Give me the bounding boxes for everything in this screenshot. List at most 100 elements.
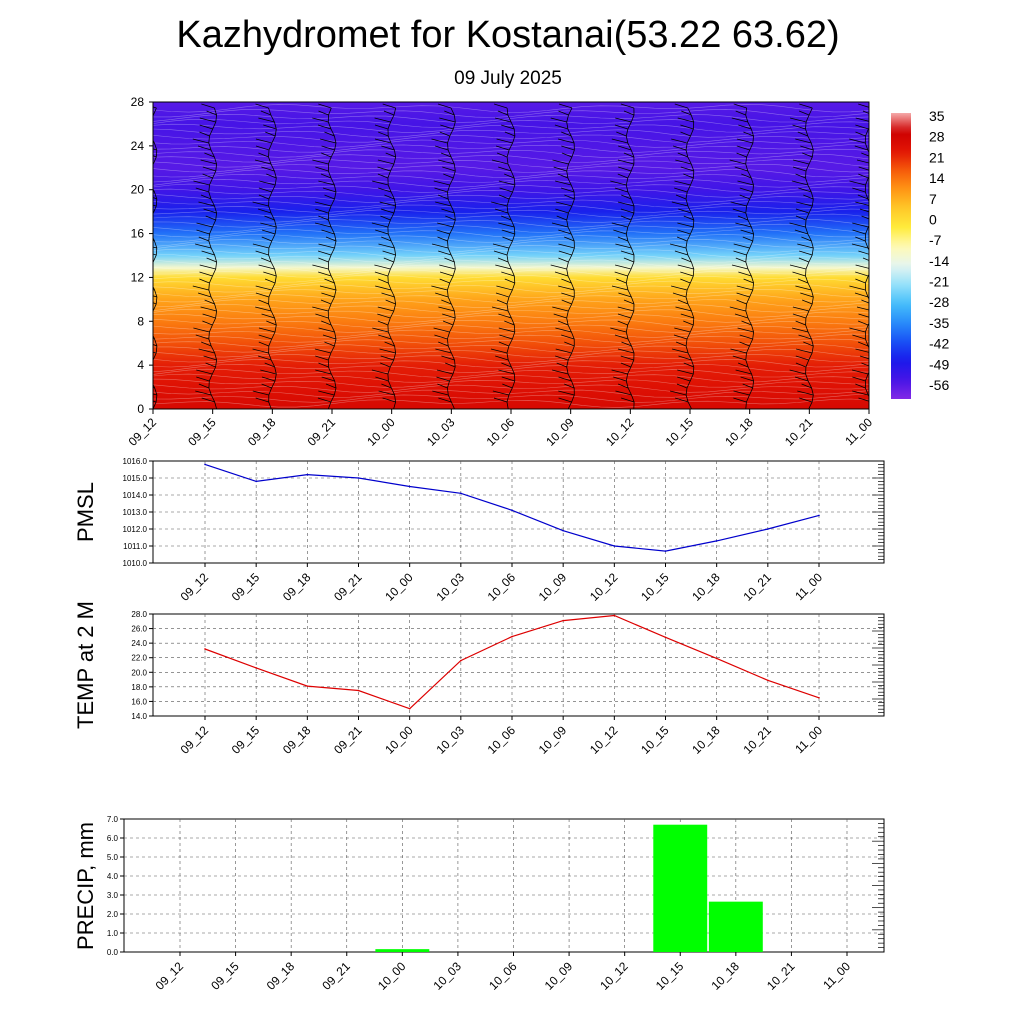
x-tick-label: 10_09 (542, 959, 576, 993)
chart-subtitle: 09 July 2025 (454, 68, 562, 89)
pmsl-point (511, 509, 513, 512)
pmsl-point (408, 485, 411, 488)
pmsl-point (818, 514, 820, 517)
x-tick-label: 10_00 (364, 415, 398, 449)
x-tick-label: 10_18 (689, 723, 723, 757)
x-tick-label: 10_03 (433, 570, 467, 604)
temp-point (613, 614, 616, 617)
y-tick-label: 1010.0 (123, 559, 148, 568)
y-tick-label: 28 (131, 95, 145, 109)
wind-barb-flags (669, 103, 694, 403)
x-tick-label: 10_06 (484, 415, 518, 449)
temp-point (562, 619, 564, 622)
pmsl-point (613, 545, 616, 547)
y-axis-label: TEMP at 2 M (73, 601, 98, 729)
temp-frame (152, 613, 885, 717)
colorbar-label: 7 (929, 191, 937, 207)
x-tick-label: 10_03 (431, 959, 465, 993)
temp-panel: 14.0 16.0 18.0 20.0 22.0 24.0 26.0 28.0 09_12 09_… (73, 601, 885, 757)
y-tick-label: 0 (137, 402, 144, 416)
y-tick-label: 1013.0 (123, 508, 148, 517)
x-tick-label: 10_00 (382, 723, 416, 757)
x-tick-label: 09_21 (331, 723, 365, 757)
pmsl-panel: 1010.0 1011.0 1012.0 1013.0 1014.0 1015.0 1016… (73, 457, 885, 604)
wind-barb-flags (192, 103, 217, 403)
x-tick-label: 11_00 (842, 415, 875, 448)
wind-barb-flags (490, 103, 516, 403)
y-tick-label: 12 (131, 270, 145, 284)
y-tick-label: 18.0 (131, 683, 147, 692)
temp-point (204, 648, 206, 650)
x-tick-label: 10_00 (382, 570, 416, 604)
wind-barbs (153, 103, 869, 409)
pmsl-point (715, 540, 718, 542)
x-tick-label: 10_09 (543, 415, 577, 449)
x-tick-label: 10_18 (722, 415, 756, 449)
y-tick-label: 4.0 (107, 872, 119, 881)
y-tick-label: 1015.0 (123, 474, 148, 483)
colorbar-gradient (891, 113, 911, 399)
x-tick-label: 10_09 (536, 570, 570, 604)
x-tick-label: 10_12 (597, 959, 631, 993)
x-tick-label: 10_15 (638, 570, 672, 604)
colorbar-label: 14 (929, 170, 945, 186)
x-tick-label: 09_15 (185, 415, 219, 449)
temp-point (511, 635, 513, 638)
x-tick-label: 09_12 (178, 570, 212, 604)
y-tick-label: 3.0 (107, 891, 119, 900)
y-tick-label: 7.0 (107, 815, 119, 824)
colorbar-label: -21 (929, 274, 949, 290)
x-tick-label: 10_03 (433, 723, 467, 757)
y-tick-label: 1011.0 (123, 542, 147, 551)
x-tick-label: 09_15 (229, 723, 263, 757)
y-tick-label: 16 (131, 227, 145, 241)
y-tick-label: 20.0 (131, 668, 147, 677)
pmsl-point (255, 480, 257, 483)
x-tick-label: 09_21 (331, 570, 365, 604)
y-tick-label: 14.0 (131, 712, 147, 721)
colorbar-label: -35 (929, 315, 949, 331)
x-tick-label: 10_21 (782, 415, 816, 449)
x-tick-label: 10_12 (587, 723, 621, 757)
x-tick-label: 11_00 (792, 570, 825, 603)
temp-point (767, 679, 769, 682)
pmsl-point (562, 529, 564, 532)
x-tick-label: 09_15 (229, 570, 263, 604)
temp-point (255, 667, 257, 669)
y-tick-label: 20 (131, 183, 145, 197)
wind-barb-flags (312, 103, 337, 403)
y-tick-label: 2.0 (107, 910, 119, 919)
y-tick-label: 16.0 (131, 697, 147, 706)
wind-barb-flags (789, 103, 814, 403)
y-tick-label: 28.0 (131, 610, 147, 619)
precip-bar (375, 949, 430, 952)
wind-barb-flags (252, 103, 277, 403)
cross-section-panel: 0 4 8 12 16 20 24 28 09_12 09_15 09_18 09_21 10_00 10… (126, 95, 876, 449)
y-tick-label: 0.0 (107, 948, 119, 957)
colorbar-label: -42 (929, 336, 949, 352)
colorbar-label: -28 (929, 294, 949, 310)
colorbar-label: 21 (929, 149, 945, 165)
y-tick-label: 1.0 (107, 929, 119, 938)
colorbar: 35 28 21 14 7 0 -7 -14 -21 -28 -35 -42 -49 -56 (891, 108, 949, 399)
x-tick-label: 10_15 (638, 723, 672, 757)
x-tick-label: 10_09 (536, 723, 570, 757)
x-tick-label: 09_18 (245, 415, 279, 449)
x-tick-label: 09_12 (126, 415, 160, 449)
temp-point (715, 657, 718, 660)
wind-barb-flags (849, 103, 869, 402)
x-tick-label: 11_00 (792, 723, 825, 756)
chart-title: Kazhydromet for Kostanai(53.22 63.62) (176, 14, 839, 56)
wind-barb-flags (371, 103, 396, 403)
precip-bar (653, 824, 708, 952)
pmsl-point (460, 492, 462, 495)
x-tick-label: 09_21 (305, 415, 339, 449)
temp-point (664, 636, 667, 639)
x-tick-label: 10_21 (740, 723, 774, 757)
pmsl-point (306, 473, 309, 476)
colorbar-label: 28 (929, 129, 945, 145)
y-axis-label: PMSL (73, 482, 98, 542)
precip-frame (123, 818, 885, 953)
y-tick-label: 1012.0 (123, 525, 148, 534)
